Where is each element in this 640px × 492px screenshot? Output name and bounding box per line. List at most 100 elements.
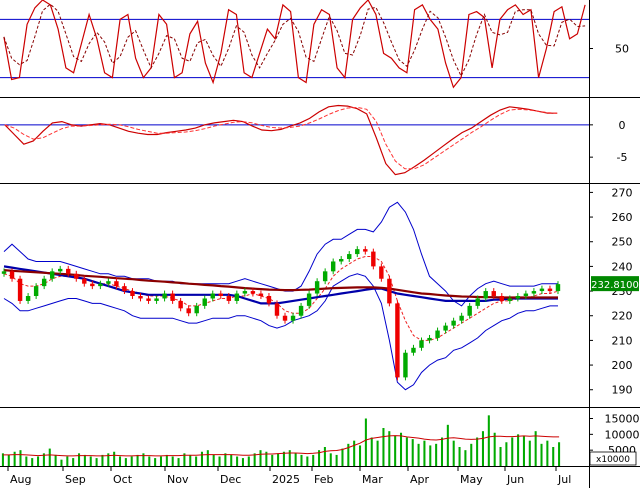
x-tick-label-Dec: Dec bbox=[220, 473, 241, 486]
volume-bar bbox=[540, 443, 543, 466]
candle bbox=[555, 281, 561, 295]
volume-bar bbox=[253, 453, 256, 466]
candle bbox=[419, 337, 424, 351]
volume-bar bbox=[236, 456, 239, 466]
volume-bar bbox=[37, 456, 40, 466]
candle-body bbox=[154, 298, 159, 301]
candle-body bbox=[491, 291, 496, 296]
volume-bar bbox=[423, 440, 426, 466]
candle bbox=[242, 288, 248, 297]
candle-body bbox=[355, 249, 360, 255]
candle-body bbox=[531, 291, 537, 294]
volume-bar bbox=[142, 453, 145, 466]
volume-tick-label-10000: 10000 bbox=[605, 428, 640, 441]
x-tick-label-Feb: Feb bbox=[314, 473, 333, 486]
candle-body bbox=[435, 330, 440, 338]
x-tick-label-Nov: Nov bbox=[167, 473, 189, 486]
volume-bar bbox=[388, 431, 391, 466]
candle bbox=[379, 263, 384, 282]
candle-body bbox=[290, 315, 296, 321]
volume-bar bbox=[130, 456, 133, 466]
volume-bar bbox=[329, 453, 332, 466]
candle-body bbox=[314, 281, 320, 294]
volume-bar bbox=[206, 450, 209, 466]
candle-body bbox=[41, 278, 47, 287]
volume-bar bbox=[154, 458, 157, 466]
volume-bar bbox=[517, 434, 520, 466]
candle bbox=[330, 258, 336, 275]
x-tick-label-Aug: Aug bbox=[10, 473, 31, 486]
candle-body bbox=[250, 291, 256, 294]
candle bbox=[539, 285, 545, 295]
candle-body bbox=[122, 286, 127, 292]
x-tick-label-Jun: Jun bbox=[506, 473, 524, 486]
candle-body bbox=[298, 305, 304, 316]
volume-bar bbox=[435, 443, 438, 466]
candle bbox=[475, 295, 480, 309]
candle bbox=[547, 285, 553, 295]
candle bbox=[250, 288, 256, 297]
candle bbox=[114, 278, 119, 290]
candle bbox=[306, 290, 312, 309]
volume-bar bbox=[300, 454, 303, 466]
candle bbox=[130, 288, 135, 299]
volume-bar bbox=[19, 450, 22, 466]
volume-ma-line bbox=[2, 435, 560, 457]
volume-bar bbox=[124, 458, 127, 466]
volume-bar bbox=[48, 448, 51, 466]
candle-body bbox=[146, 298, 151, 301]
candle bbox=[25, 293, 31, 304]
candle bbox=[290, 312, 296, 324]
candle bbox=[178, 297, 183, 312]
volume-bar bbox=[171, 456, 174, 466]
candle-body bbox=[419, 340, 424, 348]
candle bbox=[507, 295, 513, 304]
candle-body bbox=[395, 303, 400, 378]
candle-body bbox=[387, 278, 392, 304]
candle-body bbox=[49, 271, 55, 279]
candle-body bbox=[66, 268, 71, 274]
candle-body bbox=[443, 325, 448, 331]
candle-body bbox=[106, 281, 111, 284]
volume-bar bbox=[200, 451, 203, 466]
macd-signal-line bbox=[4, 106, 558, 170]
candle-body bbox=[475, 298, 480, 306]
candle-body bbox=[266, 296, 272, 304]
candle bbox=[523, 290, 529, 299]
candle-body bbox=[90, 283, 95, 287]
volume-bar bbox=[7, 454, 10, 466]
candle-body bbox=[555, 284, 561, 292]
volume-bar bbox=[288, 450, 291, 466]
volume-bar bbox=[89, 456, 92, 466]
volume-bar bbox=[107, 453, 110, 466]
candle bbox=[322, 268, 328, 285]
volume-bar bbox=[148, 456, 151, 466]
volume-tick-label-15000: 15000 bbox=[605, 413, 640, 426]
volume-bar bbox=[306, 456, 309, 466]
volume-bar bbox=[101, 454, 104, 466]
volume-bar bbox=[353, 440, 356, 466]
candle-body bbox=[234, 293, 240, 301]
candle bbox=[194, 302, 199, 317]
candle bbox=[17, 275, 23, 304]
candle-body bbox=[226, 296, 232, 301]
candle-body bbox=[33, 286, 39, 296]
candle-body bbox=[170, 293, 175, 301]
volume-bar bbox=[241, 458, 244, 466]
candle bbox=[1, 268, 7, 277]
candle-body bbox=[347, 254, 352, 259]
candle-body bbox=[17, 278, 23, 301]
volume-bar bbox=[230, 454, 233, 466]
volume-bar bbox=[476, 437, 479, 466]
volume-bar bbox=[312, 454, 315, 466]
candle-body bbox=[98, 283, 103, 287]
candle bbox=[234, 290, 240, 304]
volume-bar bbox=[528, 440, 531, 466]
x-tick-label-Sep: Sep bbox=[65, 473, 86, 486]
price-tick-label-260: 260 bbox=[612, 211, 633, 224]
last-price-label: 232.8100 bbox=[591, 280, 639, 291]
volume-bar bbox=[493, 432, 496, 466]
volume-bar bbox=[470, 443, 473, 466]
